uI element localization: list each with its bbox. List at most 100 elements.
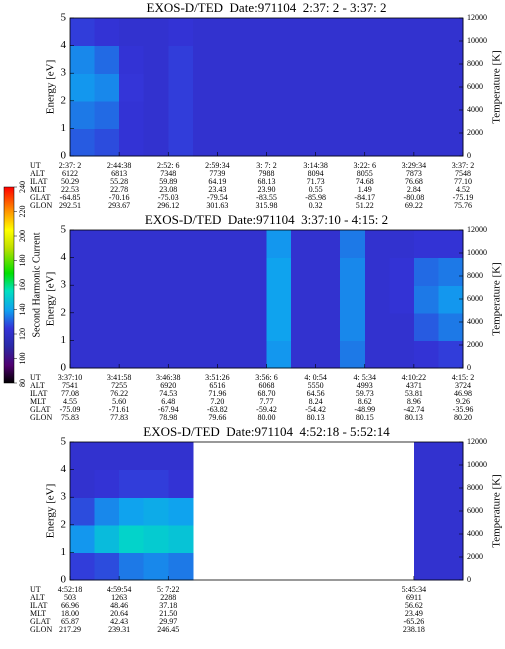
spectrogram-cell [94, 524, 120, 553]
row-label: ALT [30, 169, 45, 178]
row-label: ILAT [30, 601, 47, 610]
spectrogram-cell [217, 312, 243, 341]
y-tick-label: 0 [61, 362, 67, 374]
spectrogram-cell [315, 18, 341, 47]
table-cell: 3724 [455, 381, 471, 390]
row-label: UT [30, 373, 41, 382]
spectrogram-cell [168, 552, 194, 581]
table-cell: 66.96 [61, 601, 79, 610]
spectrogram-cell [119, 45, 145, 74]
spectrogram-cell [119, 18, 145, 47]
spectrogram-cell [70, 312, 96, 341]
table-cell: 53.81 [405, 389, 423, 398]
y2-tick-label: 6000 [467, 506, 483, 515]
spectrogram-cell [266, 312, 292, 341]
spectrogram-cell [413, 100, 440, 129]
spectrogram-cell [266, 257, 292, 286]
table-cell: 9.26 [456, 397, 470, 406]
spectrogram-cell [217, 45, 243, 74]
table-cell: 76.68 [405, 177, 423, 186]
spectrogram-cell [266, 128, 292, 157]
table-cell: 74.68 [356, 177, 374, 186]
spectrogram-cell [315, 230, 341, 259]
table-cell: 7739 [209, 169, 225, 178]
table-cell: 21.50 [159, 609, 177, 618]
spectrogram-cell [70, 73, 96, 102]
table-cell: 65.87 [61, 617, 79, 626]
y-axis-label: Energy [eV] [45, 60, 57, 114]
y-tick-label: 1 [61, 546, 67, 558]
colorbar-tick-label: 160 [18, 279, 27, 291]
table-cell: 56.62 [405, 601, 423, 610]
spectrogram-cell [217, 230, 243, 259]
spectrogram-cell [70, 340, 96, 369]
table-cell: 7.20 [210, 397, 224, 406]
spectrogram-cell [70, 469, 96, 498]
table-cell: 7541 [62, 381, 78, 390]
table-cell: 80.13 [307, 413, 325, 422]
spectrogram-cell [340, 340, 366, 369]
spectrogram-cell [192, 73, 218, 102]
table-cell: 80.20 [454, 413, 472, 422]
spectrogram-cell [364, 73, 390, 102]
spectrogram-cell [389, 100, 415, 129]
spectrogram-cell [364, 45, 390, 74]
spectrogram-cell [241, 312, 268, 341]
spectrogram-cell [413, 524, 440, 553]
spectrogram-cell [241, 18, 268, 47]
spectrogram-cell [340, 73, 366, 102]
spectrogram-cell [168, 469, 194, 498]
spectrogram-cell [119, 230, 145, 259]
y2-tick-label: 2000 [467, 128, 483, 137]
spectrogram-cell [192, 100, 218, 129]
x-tick-label: 3: 7: 2 [256, 161, 276, 170]
table-cell: 0.55 [309, 185, 323, 194]
table-cell: 5.60 [112, 397, 126, 406]
row-label: MLT [30, 185, 46, 194]
y2-tick-label: 8000 [467, 483, 483, 492]
table-cell: 7348 [160, 169, 176, 178]
spectrogram-cell [340, 100, 366, 129]
table-cell: 48.46 [110, 601, 128, 610]
table-cell: 46.98 [454, 389, 472, 398]
y2-tick-label: 2000 [467, 552, 483, 561]
table-cell: 23.08 [159, 185, 177, 194]
y-tick-label: 0 [61, 150, 67, 162]
spectrogram-cell [291, 340, 317, 369]
spectrogram-cell [168, 497, 194, 526]
spectrogram-cell [143, 73, 169, 102]
x-tick-label: 3:56: 6 [255, 373, 277, 382]
y2-axis-label: Temperature [K] [491, 474, 503, 547]
table-cell: 23.43 [208, 185, 226, 194]
spectrogram-cell [168, 285, 194, 314]
spectrogram-cell [94, 469, 120, 498]
table-cell: -71.61 [109, 405, 130, 414]
x-tick-label: 3:29:34 [402, 161, 426, 170]
table-cell: 293.67 [108, 201, 130, 210]
table-cell: 79.66 [208, 413, 226, 422]
spectrogram-cell [413, 128, 440, 157]
spectrogram-cell [241, 100, 268, 129]
row-label: UT [30, 585, 41, 594]
spectrogram-cell [413, 469, 440, 498]
panel-title: EXOS-D/TED Date:971104 3:37:10 - 4:15: 2 [145, 212, 388, 227]
table-cell: 4.52 [456, 185, 470, 194]
x-tick-label: 4:15: 2 [452, 373, 474, 382]
spectrogram-cell [168, 73, 194, 102]
table-cell: 296.12 [157, 201, 179, 210]
y2-tick-label: 10000 [467, 36, 487, 45]
spectrogram-cell [119, 285, 145, 314]
y2-tick-label: 12000 [467, 13, 487, 22]
y-tick-label: 5 [61, 224, 67, 236]
spectrogram-cell [413, 18, 440, 47]
spectrogram-cell [119, 497, 145, 526]
row-label: MLT [30, 397, 46, 406]
spectrogram-cell [94, 73, 120, 102]
table-cell: 2.84 [407, 185, 421, 194]
spectrogram-cell [364, 312, 390, 341]
row-label: GLAT [30, 193, 51, 202]
spectrogram-cell [413, 230, 440, 259]
spectrogram-cell [192, 340, 218, 369]
spectrogram-cell [192, 285, 218, 314]
y-tick-label: 3 [61, 67, 67, 79]
